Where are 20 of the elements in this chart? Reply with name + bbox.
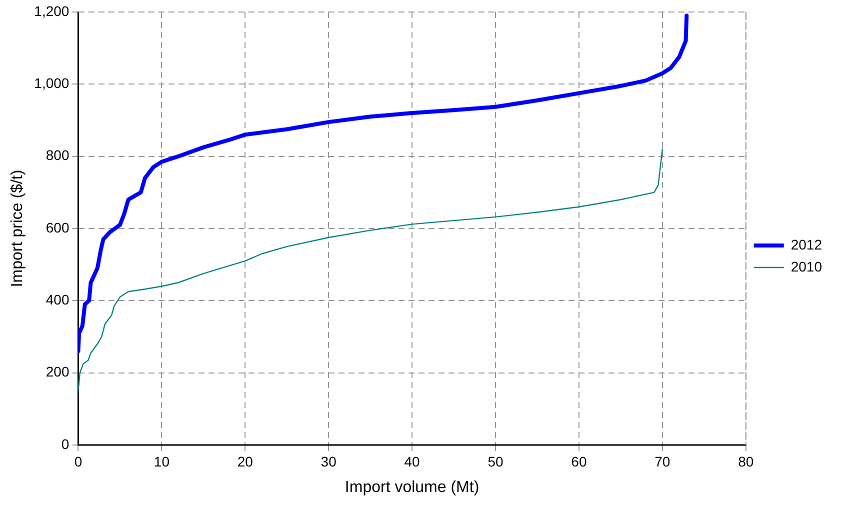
legend-label: 2010: [790, 258, 822, 274]
y-tick-label: 600: [46, 219, 70, 236]
y-tick-label: 400: [46, 292, 70, 308]
y-axis-title: Import price ($/t): [9, 170, 26, 288]
y-tick-label: 0: [61, 436, 70, 452]
y-tick-label: 200: [46, 364, 70, 380]
x-tick-label: 80: [738, 453, 754, 470]
legend-label: 2012: [790, 236, 822, 252]
y-tick-label: 800: [46, 147, 70, 164]
x-tick-label: 0: [74, 453, 82, 470]
x-tick-label: 30: [320, 453, 337, 470]
x-tick-label: 50: [488, 453, 504, 470]
x-axis-title: Import volume (Mt): [344, 478, 480, 496]
x-tick-label: 60: [571, 453, 587, 470]
y-tick-label: 1,200: [34, 2, 70, 19]
x-tick-label: 70: [654, 453, 670, 470]
y-tick-label: 1,000: [34, 75, 70, 92]
x-tick-label: 40: [404, 453, 420, 470]
x-tick-label: 20: [237, 453, 254, 470]
x-tick-label: 10: [154, 453, 170, 470]
